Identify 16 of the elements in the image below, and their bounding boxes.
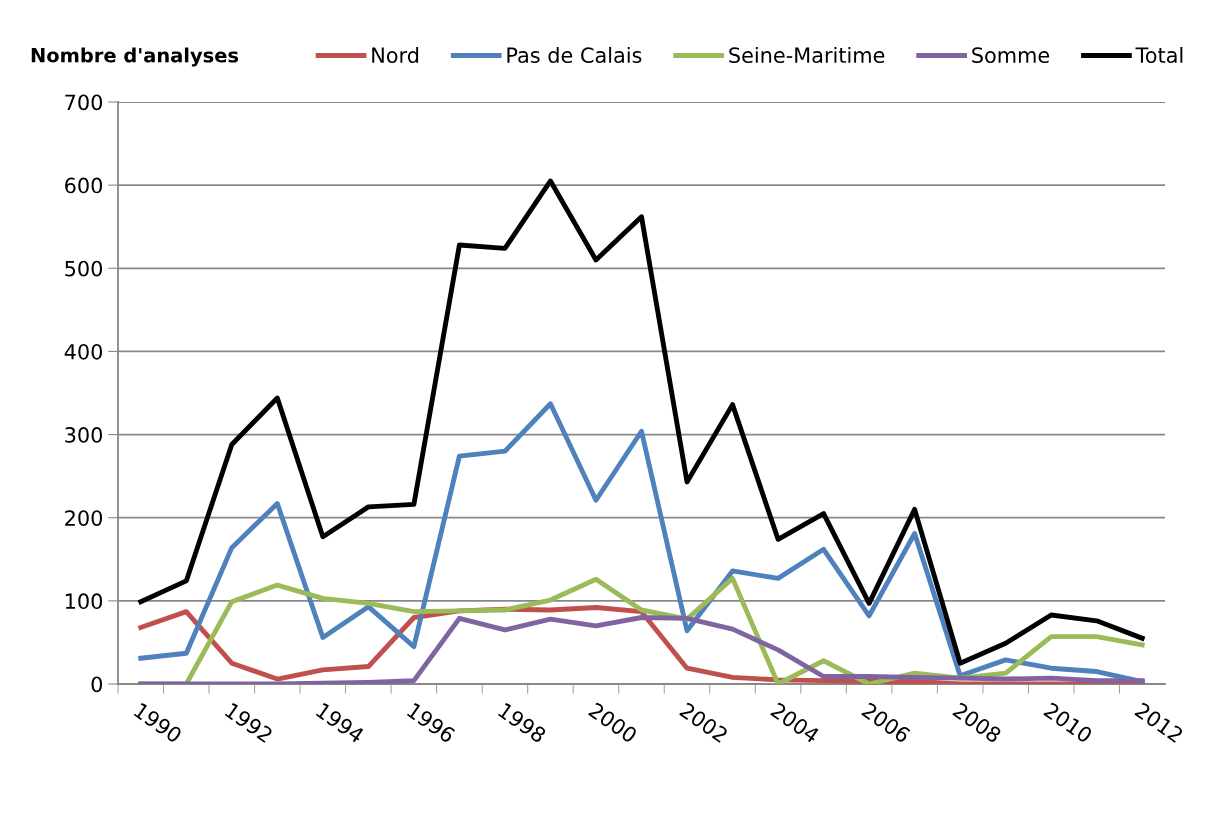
y-tick-label: 400 (64, 343, 103, 360)
legend-label: Total (1135, 46, 1183, 64)
line-series (138, 178, 1145, 666)
y-tick-label: 300 (65, 427, 103, 443)
y-tick-label: 700 (65, 94, 103, 111)
legend-label: Nord (372, 46, 419, 64)
y-tick-label: 0 (91, 676, 103, 693)
y-tick-label: 100 (65, 593, 103, 610)
line-series (138, 401, 1145, 684)
legend-label: Seine-Maritime (729, 46, 885, 64)
y-tick-label: 500 (65, 260, 103, 277)
y-tick-label: 200 (65, 510, 103, 526)
legend-label: Pas de Calais (507, 46, 642, 64)
y-tick-label: 600 (65, 177, 103, 194)
y-axis-title: Nombre d'analyses (31, 47, 239, 67)
legend-label: Somme (972, 47, 1050, 64)
